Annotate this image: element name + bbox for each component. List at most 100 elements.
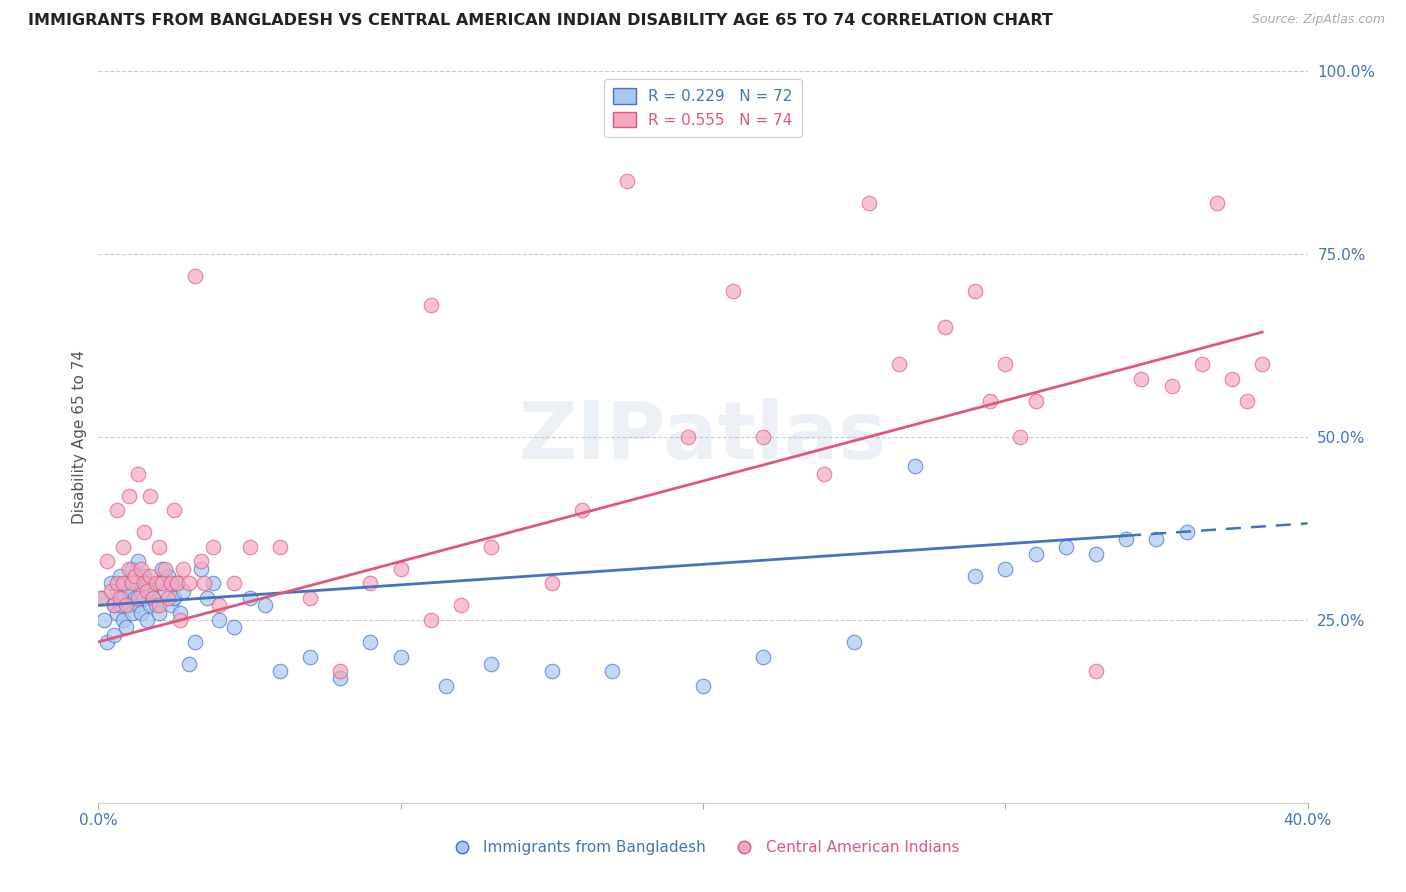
Point	[129, 606, 152, 620]
Point	[172, 562, 194, 576]
Point	[190, 554, 212, 568]
Point	[1160, 379, 1182, 393]
Point	[571, 503, 593, 517]
Point	[299, 649, 322, 664]
Point	[752, 649, 775, 664]
Point	[160, 599, 183, 613]
Point	[153, 583, 176, 598]
Point	[844, 635, 866, 649]
Point	[1206, 196, 1229, 211]
Point	[389, 649, 412, 664]
Point	[108, 591, 131, 605]
Point	[105, 576, 128, 591]
Point	[224, 576, 246, 591]
Point	[163, 503, 186, 517]
Point	[179, 657, 201, 671]
Point	[163, 591, 186, 605]
Point	[121, 606, 143, 620]
Y-axis label: Disability Age 65 to 74: Disability Age 65 to 74	[72, 350, 87, 524]
Point	[481, 540, 503, 554]
Point	[889, 357, 911, 371]
Text: ZIPatlas: ZIPatlas	[519, 398, 887, 476]
Point	[135, 613, 157, 627]
Point	[450, 599, 472, 613]
Point	[150, 576, 173, 591]
Point	[124, 569, 146, 583]
Point	[1024, 393, 1046, 408]
Point	[132, 591, 155, 605]
Point	[360, 635, 382, 649]
Point	[602, 664, 624, 678]
Point	[114, 599, 136, 613]
Point	[127, 467, 149, 481]
Point	[145, 576, 167, 591]
Point	[179, 576, 201, 591]
Point	[193, 576, 215, 591]
Point	[132, 576, 155, 591]
Point	[118, 599, 141, 613]
Point	[184, 269, 207, 284]
Point	[208, 599, 231, 613]
Point	[676, 430, 699, 444]
Legend: Immigrants from Bangladesh, Central American Indians: Immigrants from Bangladesh, Central Amer…	[440, 834, 966, 861]
Point	[1175, 525, 1198, 540]
Point	[1085, 547, 1108, 561]
Point	[111, 540, 134, 554]
Point	[111, 591, 134, 605]
Point	[169, 613, 191, 627]
Point	[111, 576, 134, 591]
Point	[114, 620, 136, 634]
Point	[166, 576, 188, 591]
Point	[139, 489, 162, 503]
Point	[172, 583, 194, 598]
Point	[124, 591, 146, 605]
Point	[156, 591, 179, 605]
Point	[160, 576, 183, 591]
Point	[118, 562, 141, 576]
Point	[1220, 371, 1243, 385]
Point	[994, 562, 1017, 576]
Point	[1115, 533, 1137, 547]
Point	[1236, 393, 1258, 408]
Point	[208, 613, 231, 627]
Point	[121, 576, 143, 591]
Point	[93, 613, 115, 627]
Point	[904, 459, 927, 474]
Point	[132, 525, 155, 540]
Point	[540, 576, 562, 591]
Point	[121, 562, 143, 576]
Point	[105, 503, 128, 517]
Point	[90, 591, 112, 605]
Point	[100, 583, 122, 598]
Point	[858, 196, 880, 211]
Point	[135, 583, 157, 598]
Point	[420, 613, 443, 627]
Point	[148, 606, 170, 620]
Text: Source: ZipAtlas.com: Source: ZipAtlas.com	[1251, 13, 1385, 27]
Point	[132, 569, 155, 583]
Point	[156, 569, 179, 583]
Point	[114, 576, 136, 591]
Point	[127, 599, 149, 613]
Point	[139, 583, 162, 598]
Point	[103, 627, 125, 641]
Point	[150, 562, 173, 576]
Point	[434, 679, 457, 693]
Point	[389, 562, 412, 576]
Point	[813, 467, 835, 481]
Point	[269, 664, 291, 678]
Point	[1024, 547, 1046, 561]
Point	[239, 540, 262, 554]
Point	[190, 562, 212, 576]
Point	[979, 393, 1001, 408]
Point	[692, 679, 714, 693]
Point	[103, 599, 125, 613]
Text: IMMIGRANTS FROM BANGLADESH VS CENTRAL AMERICAN INDIAN DISABILITY AGE 65 TO 74 CO: IMMIGRANTS FROM BANGLADESH VS CENTRAL AM…	[28, 13, 1053, 29]
Point	[142, 591, 165, 605]
Point	[129, 583, 152, 598]
Point	[184, 635, 207, 649]
Point	[269, 540, 291, 554]
Point	[148, 576, 170, 591]
Point	[127, 591, 149, 605]
Point	[1191, 357, 1213, 371]
